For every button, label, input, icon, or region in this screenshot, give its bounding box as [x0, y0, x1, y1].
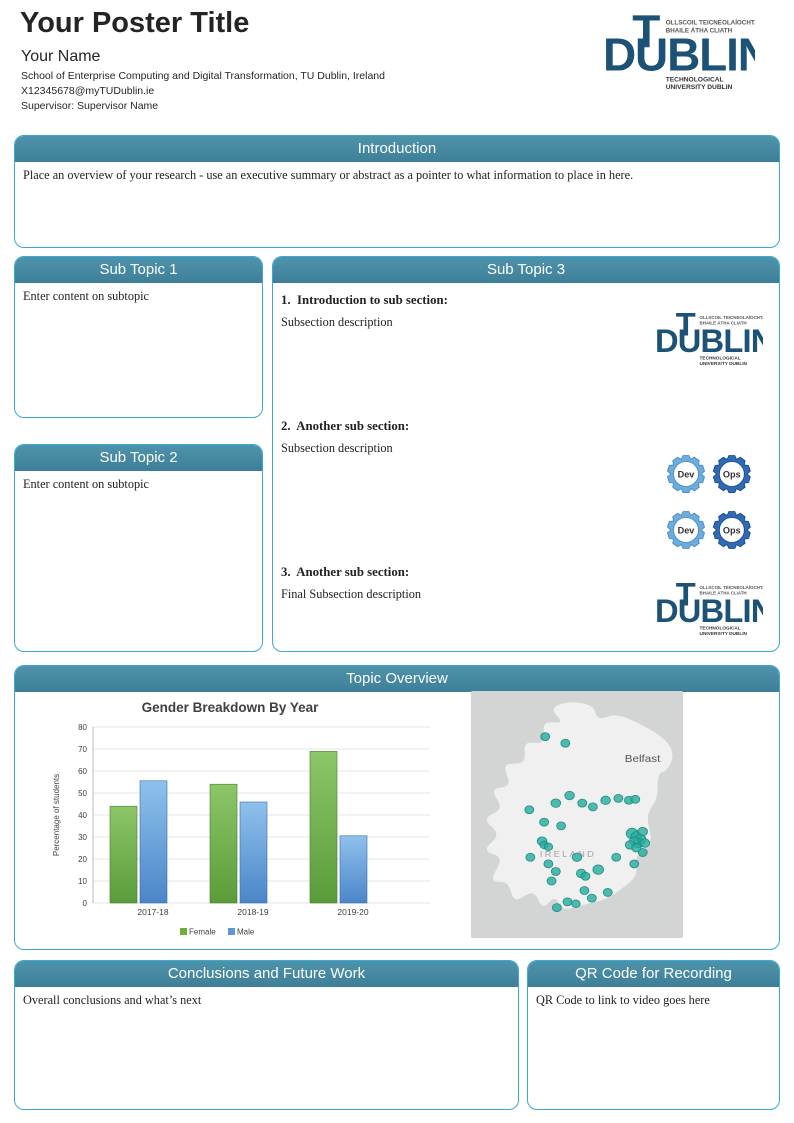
svg-text:UNIVERSITY DUBLIN: UNIVERSITY DUBLIN	[666, 84, 733, 91]
svg-text:DUBLIN: DUBLIN	[655, 322, 763, 359]
svg-text:T: T	[632, 8, 660, 58]
svg-text:Belfast: Belfast	[625, 754, 661, 765]
svg-text:TECHNOLOGICAL: TECHNOLOGICAL	[666, 76, 724, 83]
svg-text:60: 60	[78, 767, 87, 776]
svg-text:10: 10	[78, 877, 87, 886]
svg-text:UNIVERSITY DUBLIN: UNIVERSITY DUBLIN	[700, 361, 748, 367]
svg-text:T: T	[676, 307, 696, 342]
svg-text:OLLSCOIL TEICNEOLAÍOCHTA: OLLSCOIL TEICNEOLAÍOCHTA	[700, 583, 763, 590]
svg-text:DUBLIN: DUBLIN	[655, 592, 763, 629]
svg-text:70: 70	[78, 745, 87, 754]
svg-text:BHAILE ÁTHA CLIATH: BHAILE ÁTHA CLIATH	[700, 590, 747, 596]
svg-text:Dev: Dev	[678, 525, 696, 535]
svg-text:T: T	[676, 577, 696, 612]
svg-text:TECHNOLOGICAL: TECHNOLOGICAL	[700, 625, 741, 631]
svg-text:Percentage of students: Percentage of students	[52, 774, 61, 856]
svg-text:40: 40	[78, 811, 87, 820]
svg-text:TECHNOLOGICAL: TECHNOLOGICAL	[700, 355, 741, 361]
svg-text:50: 50	[78, 789, 87, 798]
svg-text:OLLSCOIL TEICNEOLAÍOCHTA: OLLSCOIL TEICNEOLAÍOCHTA	[666, 18, 755, 27]
svg-text:Gender Breakdown By Year: Gender Breakdown By Year	[142, 700, 320, 715]
svg-text:30: 30	[78, 833, 87, 842]
svg-text:2017-18: 2017-18	[137, 907, 168, 917]
svg-text:80: 80	[78, 723, 87, 732]
svg-text:Male: Male	[237, 928, 255, 937]
svg-text:IRELAND: IRELAND	[540, 850, 596, 859]
svg-text:Dev: Dev	[678, 469, 696, 479]
svg-text:UNIVERSITY DUBLIN: UNIVERSITY DUBLIN	[700, 631, 748, 637]
svg-text:DUBLIN: DUBLIN	[603, 29, 755, 81]
svg-text:0: 0	[83, 899, 88, 908]
svg-text:Ops: Ops	[723, 525, 741, 535]
svg-text:BHAILE ÁTHA CLIATH: BHAILE ÁTHA CLIATH	[700, 320, 747, 326]
svg-text:2018-19: 2018-19	[237, 907, 268, 917]
svg-text:OLLSCOIL TEICNEOLAÍOCHTA: OLLSCOIL TEICNEOLAÍOCHTA	[700, 313, 763, 320]
svg-text:Ops: Ops	[723, 469, 741, 479]
svg-text:20: 20	[78, 855, 87, 864]
svg-text:2019-20: 2019-20	[337, 907, 368, 917]
svg-text:Female: Female	[189, 928, 216, 937]
